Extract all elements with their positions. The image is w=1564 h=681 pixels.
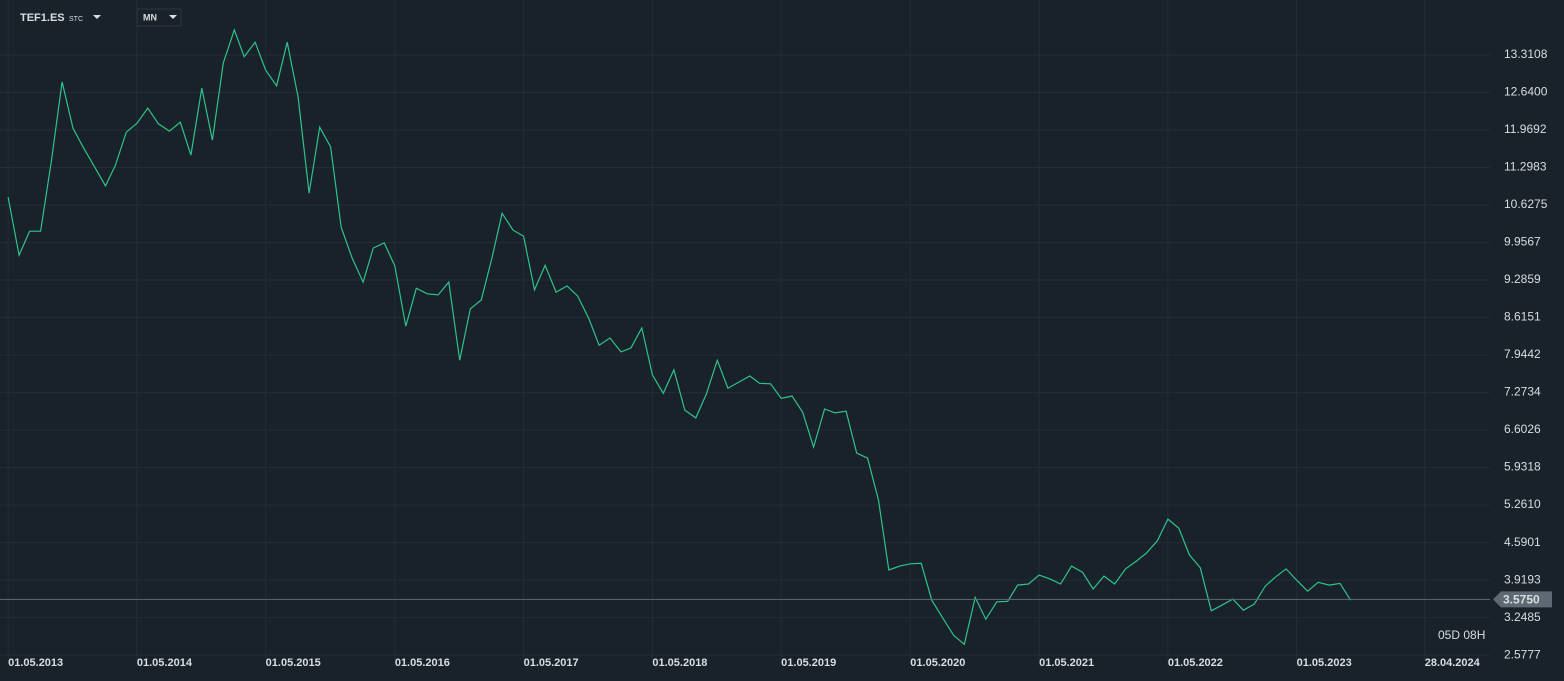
x-tick-label: 28.04.2024	[1425, 657, 1481, 669]
y-tick-label: 6.6026	[1504, 422, 1541, 436]
y-tick-label: 4.5901	[1504, 535, 1541, 549]
current-price-label: 3.5750	[1503, 593, 1540, 607]
interval[interactable]: MN	[143, 12, 157, 22]
exchange: STC	[69, 16, 83, 23]
y-tick-label: 8.6151	[1504, 310, 1541, 324]
y-tick-label: 5.2610	[1504, 497, 1541, 511]
x-tick-label: 01.05.2013	[8, 657, 63, 669]
y-tick-label: 7.9442	[1504, 347, 1541, 361]
x-tick-label: 01.05.2016	[395, 657, 450, 669]
x-tick-label: 01.05.2020	[910, 657, 965, 669]
x-tick-label: 01.05.2017	[524, 657, 579, 669]
x-tick-label: 01.05.2018	[652, 657, 707, 669]
y-tick-label: 7.2734	[1504, 385, 1541, 399]
y-tick-label: 11.2983	[1504, 160, 1547, 174]
current-price-tag	[1493, 591, 1552, 608]
grid	[0, 0, 1490, 660]
x-tick-label: 01.05.2023	[1297, 657, 1352, 669]
y-tick-label: 9.9567	[1504, 235, 1541, 249]
interval-dropdown[interactable]	[169, 15, 177, 19]
y-tick-label: 12.6400	[1504, 85, 1548, 99]
y-tick-label: 5.9318	[1504, 460, 1541, 474]
y-tick-label: 9.2859	[1504, 272, 1541, 286]
x-tick-label: 01.05.2015	[266, 657, 321, 669]
y-tick-label: 2.5777	[1504, 647, 1541, 661]
symbol[interactable]: TEF1.ES	[20, 12, 65, 24]
y-tick-label: 10.6275	[1504, 197, 1548, 211]
price-line	[7, 28, 1352, 646]
y-tick-label: 3.2485	[1504, 610, 1541, 624]
interval-box[interactable]	[136, 8, 182, 27]
x-tick-label: 01.05.2014	[137, 657, 193, 669]
x-tick-label: 01.05.2019	[781, 657, 836, 669]
x-tick-label: 01.05.2022	[1168, 657, 1223, 669]
y-tick-label: 3.9193	[1504, 572, 1541, 586]
symbol-dropdown[interactable]	[93, 15, 101, 19]
x-tick-label: 01.05.2021	[1039, 657, 1094, 669]
y-tick-label: 13.3108	[1504, 47, 1548, 61]
countdown: 05D 08H	[1438, 628, 1485, 642]
y-tick-label: 11.9692	[1504, 122, 1547, 136]
